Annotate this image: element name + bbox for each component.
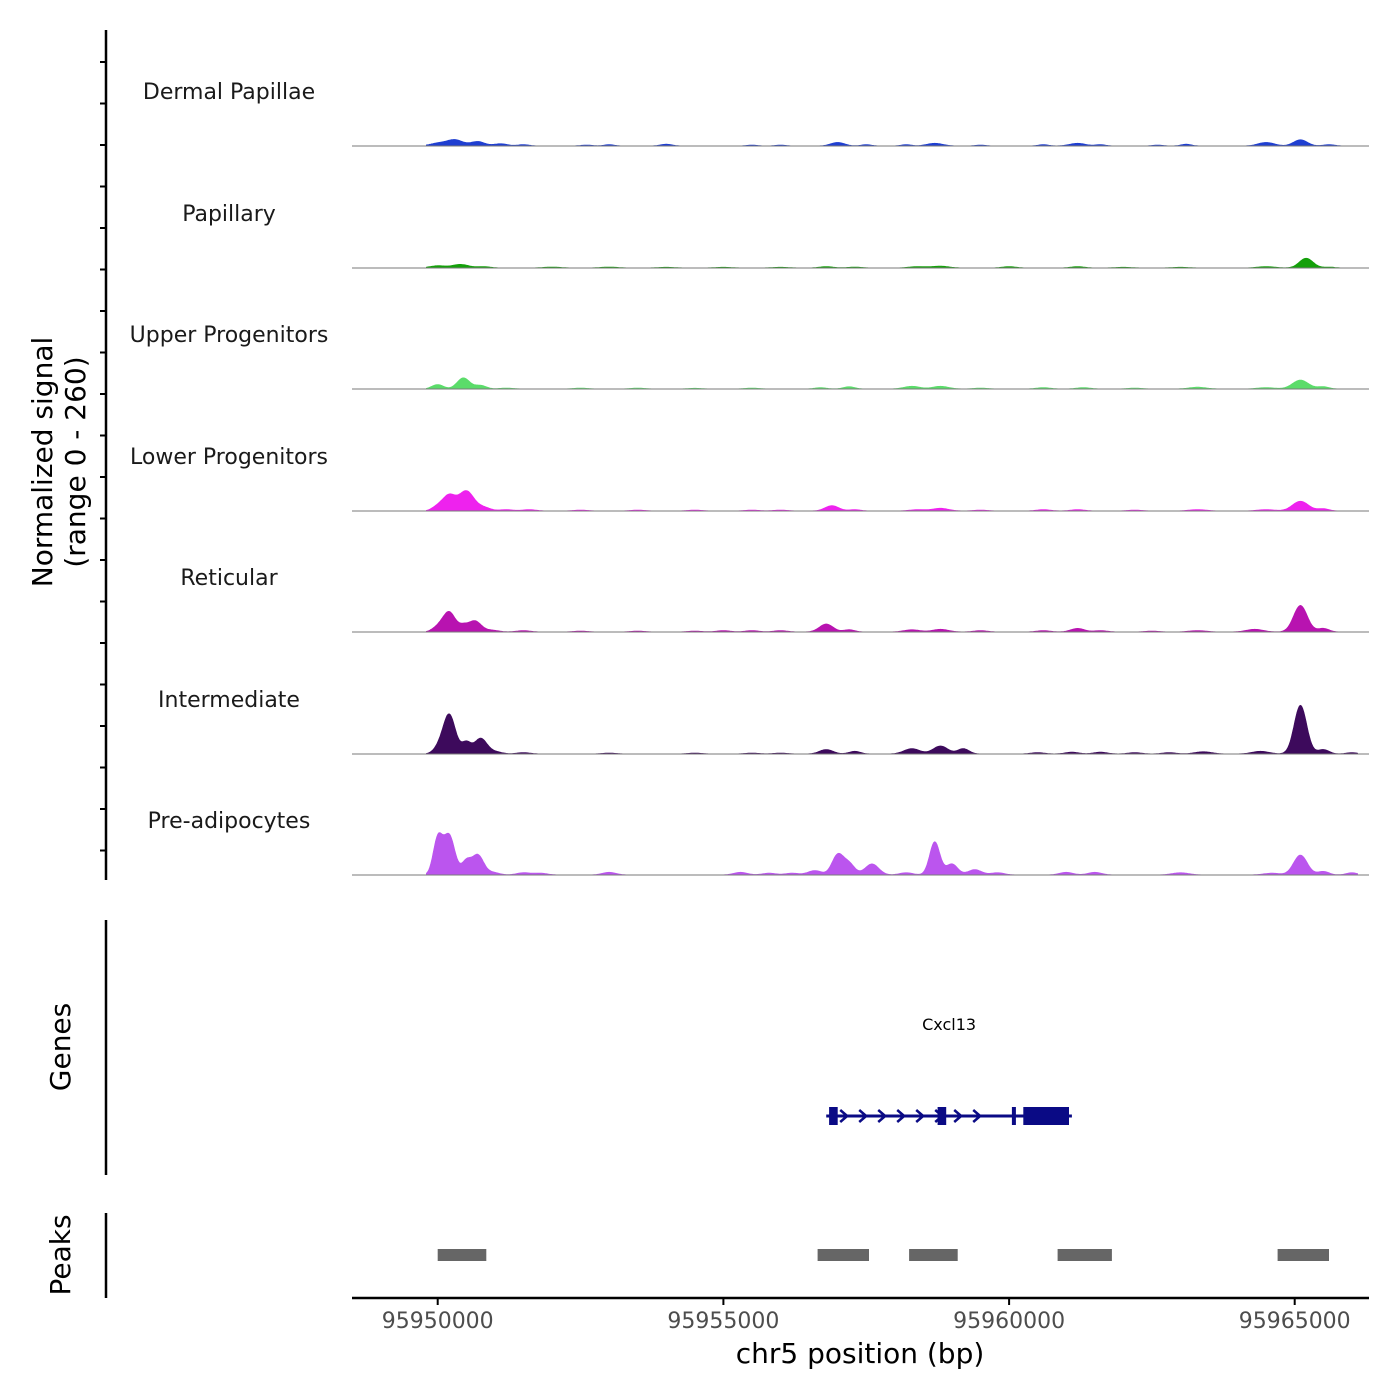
genes-label: Genes <box>44 1003 77 1091</box>
peak-region <box>909 1249 958 1261</box>
coverage-track <box>352 139 1369 147</box>
track-label: Pre-adipocytes <box>148 809 311 834</box>
coverage-area <box>426 832 1358 876</box>
gene-annotations: Cxcl13 <box>826 1015 1072 1125</box>
genes-panel-title: Genes <box>44 1003 77 1091</box>
coverage-track <box>352 257 1369 269</box>
x-tick-label: 95965000 <box>1239 1309 1351 1334</box>
coverage-track <box>352 604 1369 633</box>
coverage-area <box>426 604 1358 633</box>
gene-strand-arrow <box>915 1109 926 1123</box>
track-label: Intermediate <box>158 688 300 713</box>
track-label: Dermal Papillae <box>143 80 315 105</box>
peak-region <box>1277 1249 1329 1261</box>
gene-strand-arrow <box>839 1109 850 1123</box>
track-label: Papillary <box>182 202 276 227</box>
coverage-track <box>352 377 1369 390</box>
y-axis-title-line1: Normalized signal <box>26 337 59 588</box>
peak-region <box>437 1249 487 1261</box>
gene-model <box>826 1107 1072 1125</box>
peak-region <box>817 1249 869 1261</box>
coverage-area <box>426 139 1358 147</box>
y-axis-title-line2: (range 0 - 260) <box>59 356 92 567</box>
gene-exon <box>1011 1107 1016 1125</box>
track-label: Upper Progenitors <box>130 323 329 348</box>
coverage-area <box>426 257 1358 269</box>
coverage-area <box>426 704 1358 755</box>
gene-strand-arrow <box>877 1109 888 1123</box>
track-label: Lower Progenitors <box>130 445 328 470</box>
gene-strand-arrow <box>896 1109 907 1123</box>
x-tick-label: 95950000 <box>382 1309 494 1334</box>
coverage-tracks <box>352 139 1369 876</box>
gene-strand-arrow <box>953 1109 964 1123</box>
y-axis-title: Normalized signal (range 0 - 260) <box>26 337 92 588</box>
coverage-track <box>352 490 1369 512</box>
gene-exon <box>829 1107 838 1125</box>
coverage-area <box>426 490 1358 512</box>
gene-strand-arrow <box>972 1109 983 1123</box>
x-tick-label: 95960000 <box>953 1309 1065 1334</box>
coverage-track <box>352 832 1369 876</box>
gene-name-label: Cxcl13 <box>922 1015 976 1034</box>
peaks-panel-title: Peaks <box>44 1214 77 1295</box>
signal-y-axis-ticks <box>100 61 106 852</box>
x-axis-title: chr5 position (bp) <box>736 1337 985 1370</box>
gene-strand-arrow <box>858 1109 869 1123</box>
gene-exon <box>1023 1107 1069 1125</box>
peak-region <box>1057 1249 1112 1261</box>
x-tick-label: 95955000 <box>667 1309 779 1334</box>
gene-exon <box>937 1107 947 1125</box>
track-labels: Dermal Papillae Papillary Upper Progenit… <box>130 80 329 834</box>
x-axis-ticks: 95950000 95955000 95960000 95965000 <box>382 1298 1351 1334</box>
peak-regions <box>437 1249 1329 1261</box>
coverage-track <box>352 704 1369 755</box>
track-label: Reticular <box>180 566 278 591</box>
peaks-label: Peaks <box>44 1214 77 1295</box>
coverage-area <box>426 377 1358 390</box>
